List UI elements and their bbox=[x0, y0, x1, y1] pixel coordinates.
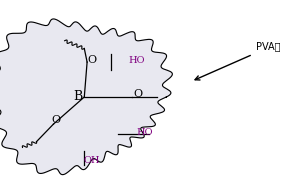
Text: PVA链: PVA链 bbox=[256, 42, 280, 52]
Polygon shape bbox=[0, 19, 172, 175]
Text: O: O bbox=[52, 115, 61, 125]
Text: B: B bbox=[74, 90, 83, 103]
Text: HO: HO bbox=[137, 128, 153, 137]
Text: O: O bbox=[88, 55, 97, 65]
Text: O: O bbox=[133, 88, 142, 99]
Text: OH: OH bbox=[83, 156, 99, 165]
Text: HO: HO bbox=[128, 56, 144, 65]
